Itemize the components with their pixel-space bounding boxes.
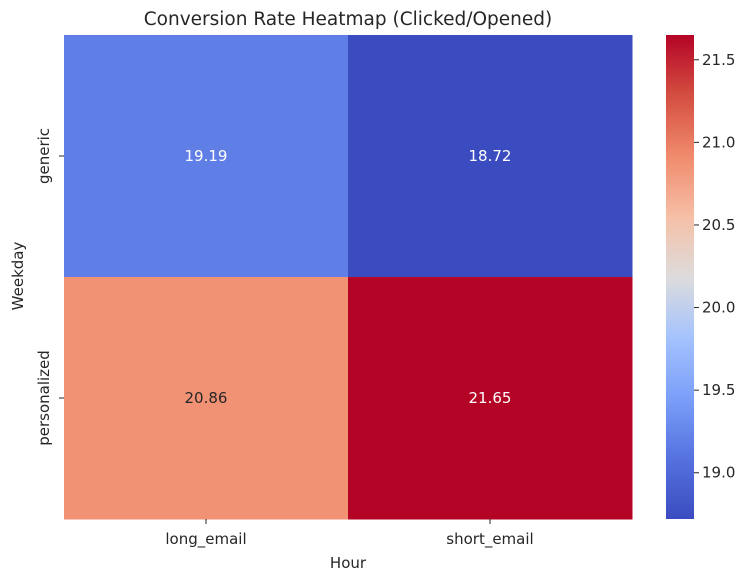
chart-title: Conversion Rate Heatmap (Clicked/Opened) bbox=[144, 9, 553, 30]
colorbar-gradient bbox=[666, 35, 694, 519]
colorbar-tick-label: 20.5 bbox=[702, 216, 735, 234]
heatmap-cell bbox=[64, 277, 349, 520]
colorbar-tick-label: 21.0 bbox=[702, 133, 735, 151]
colorbar-tick-label: 20.0 bbox=[702, 299, 735, 317]
cell-value-label: 19.19 bbox=[185, 147, 228, 165]
x-axis: long_email short_email bbox=[165, 519, 534, 549]
colorbar-tick-label: 21.5 bbox=[702, 51, 735, 69]
colorbar-tick-label: 19.0 bbox=[702, 464, 735, 482]
heatmap-cell bbox=[348, 35, 633, 278]
colorbar-ticks: 19.0 19.5 20.0 20.5 21.0 21.5 bbox=[694, 51, 735, 482]
colorbar-tick-label: 19.5 bbox=[702, 381, 735, 399]
y-tick-label: personalized bbox=[35, 350, 53, 446]
y-tick-label: generic bbox=[35, 128, 53, 184]
cell-value-label: 21.65 bbox=[469, 389, 512, 407]
heatmap-cell-labels: 19.19 18.72 20.86 21.65 bbox=[185, 147, 512, 407]
heatmap-cells bbox=[64, 35, 633, 520]
heatmap-cell bbox=[348, 277, 633, 520]
x-tick-label: short_email bbox=[446, 530, 533, 549]
heatmap-cell bbox=[64, 35, 349, 278]
colorbar: 19.0 19.5 20.0 20.5 21.0 21.5 bbox=[666, 35, 735, 519]
x-tick-label: long_email bbox=[165, 530, 246, 549]
x-axis-label: Hour bbox=[330, 554, 367, 572]
y-axis: generic personalized bbox=[35, 128, 64, 446]
cell-value-label: 20.86 bbox=[185, 389, 228, 407]
cell-value-label: 18.72 bbox=[469, 147, 512, 165]
y-axis-label: Weekday bbox=[9, 242, 27, 311]
